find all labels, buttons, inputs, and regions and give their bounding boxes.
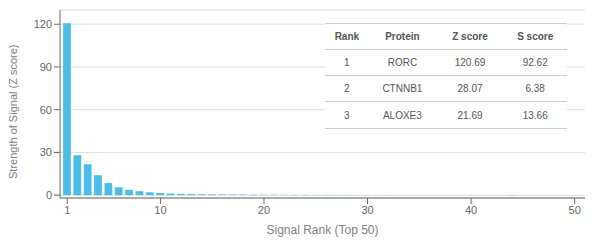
svg-text:1: 1: [64, 204, 70, 216]
svg-text:30: 30: [40, 146, 52, 158]
html-text:ALOXE3: ALOXE3: [382, 109, 422, 121]
html-text:120.69: 120.69: [454, 56, 486, 68]
svg-text:Signal Rank (Top 50): Signal Rank (Top 50): [266, 223, 378, 237]
html-text:6.38: 6.38: [525, 83, 545, 95]
html-text:CTNNB1: CTNNB1: [382, 83, 423, 95]
html-text:Protein: Protein: [385, 30, 420, 42]
svg-text:20: 20: [258, 204, 270, 216]
svg-text:30: 30: [361, 204, 373, 216]
svg-text:40: 40: [465, 204, 477, 216]
html-text:RORC: RORC: [387, 56, 418, 68]
svg-text:90: 90: [40, 61, 52, 73]
html-text:28.07: 28.07: [457, 83, 483, 95]
html-text:13.66: 13.66: [522, 109, 548, 121]
html-text:Rank: Rank: [334, 30, 360, 42]
html-text:92.62: 92.62: [522, 56, 548, 68]
html-text:S score: S score: [517, 30, 554, 42]
svg-text:60: 60: [40, 104, 52, 116]
svg-text:0: 0: [46, 189, 52, 201]
svg-text:50: 50: [569, 204, 581, 216]
html-text:Z score: Z score: [452, 30, 488, 42]
svg-text:Strength of Signal (Z score): Strength of Signal (Z score): [7, 44, 19, 179]
svg-text:10: 10: [154, 204, 166, 216]
html-text:1: 1: [344, 56, 350, 68]
html-text:2: 2: [344, 83, 350, 95]
svg-text:120: 120: [34, 18, 52, 30]
html-text:21.69: 21.69: [457, 109, 483, 121]
html-text:3: 3: [344, 109, 350, 121]
